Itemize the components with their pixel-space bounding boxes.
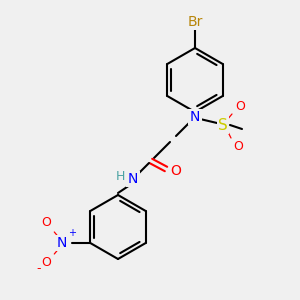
Text: N: N <box>128 172 138 186</box>
Text: S: S <box>218 118 228 133</box>
Text: O: O <box>235 100 245 112</box>
Text: -: - <box>36 262 40 275</box>
Text: O: O <box>41 256 51 269</box>
Text: O: O <box>233 140 243 152</box>
Text: O: O <box>171 164 182 178</box>
Text: Br: Br <box>187 15 203 29</box>
Text: H: H <box>116 170 125 184</box>
Text: N: N <box>190 110 200 124</box>
Text: N: N <box>57 236 68 250</box>
Text: +: + <box>68 228 76 238</box>
Text: O: O <box>41 217 51 230</box>
